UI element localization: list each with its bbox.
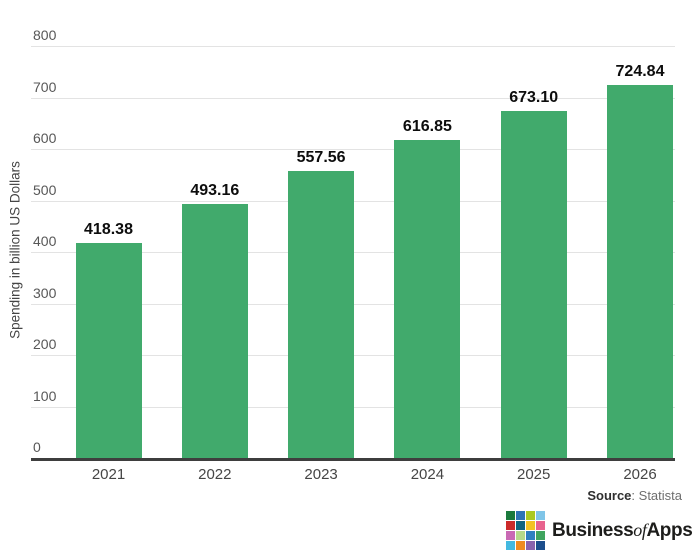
value-label-2022: 493.16 bbox=[190, 182, 240, 200]
logo-grid-cell-4 bbox=[506, 521, 515, 530]
gridline-700 bbox=[31, 97, 675, 99]
logo-grid-cell-11 bbox=[536, 531, 545, 540]
value-label-2025: 673.10 bbox=[509, 89, 559, 107]
x-tick-label-2021: 2021 bbox=[91, 466, 126, 483]
x-axis-line bbox=[31, 458, 675, 461]
y-axis-title: Spending in billion US Dollars bbox=[7, 161, 23, 339]
x-tick-label-2022: 2022 bbox=[198, 466, 232, 483]
source-label: Source bbox=[587, 488, 632, 503]
logo-word-business: Business bbox=[552, 519, 634, 541]
logo-grid-cell-8 bbox=[506, 531, 515, 540]
logo-grid-cell-6 bbox=[526, 521, 535, 530]
y-tick-label-800: 800 bbox=[33, 27, 57, 43]
source-note: Source: Statista bbox=[587, 488, 682, 503]
logo-grid-cell-0 bbox=[506, 511, 515, 520]
business-of-apps-logo: BusinessofApps bbox=[506, 511, 693, 550]
bar-2023 bbox=[288, 170, 355, 458]
y-tick-label-300: 300 bbox=[33, 284, 57, 301]
y-tick-label-100: 100 bbox=[33, 387, 57, 404]
source-value: : Statista bbox=[631, 488, 682, 503]
logo-grid-cell-1 bbox=[516, 511, 525, 520]
x-tick-label-2024: 2024 bbox=[410, 466, 445, 483]
logo-word-apps: Apps bbox=[646, 519, 693, 541]
logo-grid-cell-10 bbox=[526, 531, 535, 540]
logo-grid-cell-12 bbox=[506, 541, 515, 550]
logo-grid-icon bbox=[506, 511, 545, 550]
logo-grid-cell-5 bbox=[516, 521, 525, 530]
value-label-2024: 616.85 bbox=[402, 118, 452, 136]
logo-grid-cell-14 bbox=[526, 541, 535, 550]
logo-grid-cell-2 bbox=[526, 511, 535, 520]
x-tick-label-2025: 2025 bbox=[517, 466, 551, 483]
value-label-2023: 557.56 bbox=[296, 148, 346, 166]
bar-2025 bbox=[500, 111, 567, 458]
logo-wordmark: BusinessofApps bbox=[552, 519, 693, 542]
y-tick-label-200: 200 bbox=[33, 336, 57, 352]
x-tick-label-2023: 2023 bbox=[304, 466, 338, 483]
value-label-2021: 418.38 bbox=[84, 220, 133, 238]
y-tick-label-600: 600 bbox=[33, 130, 57, 146]
bar-2026 bbox=[607, 84, 673, 458]
logo-grid-cell-3 bbox=[536, 511, 545, 520]
logo-grid-cell-7 bbox=[536, 521, 545, 530]
gridline-600 bbox=[31, 149, 675, 150]
bar-2021 bbox=[75, 242, 142, 458]
y-tick-label-0: 0 bbox=[33, 439, 41, 455]
bar-2024 bbox=[394, 140, 461, 458]
y-tick-label-700: 700 bbox=[33, 78, 57, 95]
logo-grid-cell-9 bbox=[516, 531, 525, 540]
bar-2022 bbox=[181, 204, 248, 458]
y-tick-label-400: 400 bbox=[33, 233, 57, 249]
logo-grid-cell-13 bbox=[516, 541, 525, 550]
x-tick-label-2026: 2026 bbox=[623, 466, 657, 483]
y-tick-label-500: 500 bbox=[33, 181, 57, 198]
gridline-800 bbox=[31, 46, 675, 47]
logo-word-of: of bbox=[633, 519, 647, 540]
value-label-2026: 724.84 bbox=[615, 62, 665, 80]
logo-grid-cell-15 bbox=[536, 541, 545, 550]
